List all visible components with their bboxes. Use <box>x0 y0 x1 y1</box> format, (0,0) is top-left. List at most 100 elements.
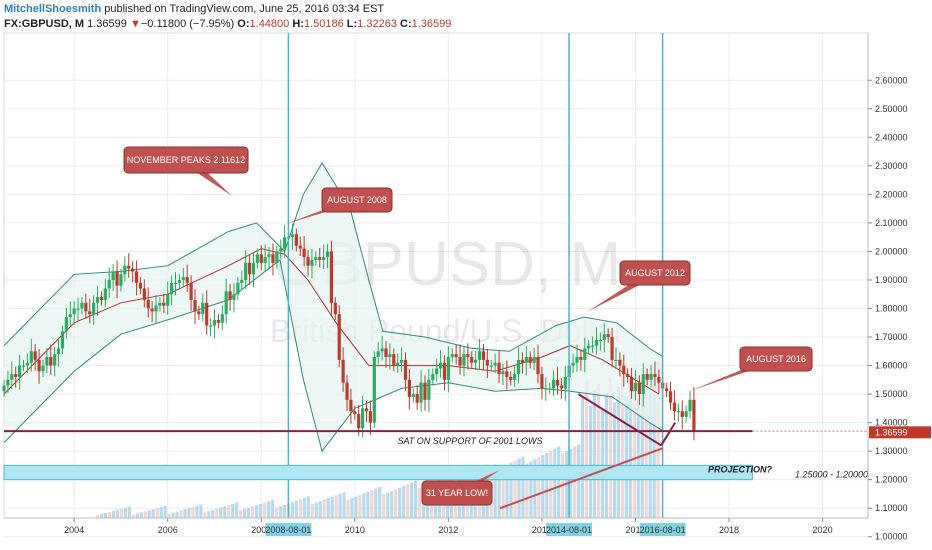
volume-bar <box>382 494 386 518</box>
volume-bar <box>652 376 656 518</box>
candle-body <box>470 357 474 363</box>
candle-body <box>501 371 505 375</box>
candle-body <box>76 308 80 310</box>
candle-body <box>657 376 661 383</box>
candle-body <box>516 359 521 375</box>
volume-bar <box>334 495 338 518</box>
candle-body <box>255 254 259 263</box>
volume-bar <box>616 387 620 518</box>
volume-bar <box>354 496 358 518</box>
volume-bar <box>179 510 183 518</box>
candle-body <box>92 302 96 315</box>
candle-body <box>454 354 458 357</box>
candle-body <box>427 379 431 400</box>
author-link[interactable]: MitchellShoesmith <box>4 3 102 15</box>
callout-pointer-line <box>499 447 663 510</box>
volume-bar <box>123 507 127 518</box>
price-tick-label: 1.60000 <box>875 361 908 371</box>
volume-bar <box>247 507 251 518</box>
time-axis[interactable]: 2004 2006 2008 2010 2012 2014 2016 2018 2020 2008… <box>4 517 868 536</box>
volume-bar <box>266 501 271 518</box>
volume-bar <box>541 455 545 518</box>
volume-bar <box>274 507 279 518</box>
candle-body <box>322 257 326 260</box>
candle-body <box>629 376 634 392</box>
volume-bar <box>537 457 541 518</box>
candlestick-series <box>2 223 696 441</box>
marker-date-label: 2016-08-01 <box>640 525 686 535</box>
volume-bar <box>270 499 275 518</box>
volume-bar <box>584 380 589 518</box>
candle-body <box>251 262 256 275</box>
volume-bar <box>588 405 593 518</box>
candle-body <box>579 357 583 360</box>
volume-bar <box>525 463 529 518</box>
candle-body <box>458 357 462 366</box>
callout-label: NOVEMBER PEAKS 2.11612 <box>127 155 245 165</box>
candle-body <box>622 365 626 375</box>
candle-body <box>399 359 404 363</box>
callout-label: 31 YEAR LOW! <box>426 488 488 498</box>
volume-bar <box>517 458 521 518</box>
candle-body <box>380 348 384 352</box>
candle-body <box>672 402 677 412</box>
callout-box <box>739 346 813 372</box>
candle-body <box>224 291 228 315</box>
volume-bar <box>358 494 362 518</box>
candle-body <box>466 354 470 357</box>
candle-body <box>325 251 330 258</box>
volume-bar <box>103 512 108 518</box>
volume-bar <box>604 393 609 518</box>
volume-bar <box>378 486 382 518</box>
candle-body <box>318 257 322 260</box>
volume-bar <box>262 502 267 518</box>
price-tick-label: 1.10000 <box>875 503 908 513</box>
time-tick-label: 2008 <box>251 525 271 535</box>
time-tick-label: 2012 <box>438 525 458 535</box>
drawing-overlays: SAT ON SUPPORT OF 2001 LOWS PROJECTION? 1.… <box>3 33 868 518</box>
candle-body <box>372 357 376 423</box>
volume-bar <box>350 498 354 518</box>
candle-body <box>138 282 143 289</box>
candle-body <box>228 291 232 300</box>
projection-range-label: 1.25000 - 1.20000 <box>795 470 868 480</box>
volume-bar <box>493 470 497 518</box>
candle-body <box>99 297 104 300</box>
symbol-label[interactable]: FX:GBPUSD, M <box>4 18 85 30</box>
candle-body <box>14 374 18 377</box>
volume-bar <box>330 496 334 518</box>
callout-box <box>421 480 493 506</box>
volume-bar <box>191 506 195 518</box>
time-tick-label: 2006 <box>158 525 178 535</box>
volume-bar <box>147 510 151 518</box>
candle-body <box>626 374 630 377</box>
volume-bar <box>135 513 139 518</box>
volume-bar <box>545 452 549 518</box>
volume-bar <box>251 506 255 518</box>
candle-body <box>563 376 567 389</box>
price-tick-label: 2.60000 <box>875 75 908 85</box>
candle-body <box>602 334 606 340</box>
volume-bar <box>235 502 239 518</box>
candle-body <box>423 382 427 400</box>
candle-body <box>349 399 353 412</box>
volume-bar <box>115 509 120 518</box>
volume-bar <box>290 502 294 518</box>
volume-bar <box>131 514 135 518</box>
candle-body <box>80 302 84 309</box>
candle-body <box>134 271 139 283</box>
price-tick-label: 1.20000 <box>875 475 908 485</box>
candle-body <box>477 351 482 360</box>
callout-label: AUGUST 2012 <box>625 268 685 278</box>
candle-body <box>590 345 595 347</box>
volume-bar <box>298 499 302 518</box>
price-axis[interactable]: 2.60000 2.50000 2.40000 2.30000 2.20000 2.100… <box>867 33 932 542</box>
candle-body <box>84 302 88 312</box>
volume-bar <box>167 513 171 518</box>
current-price-tag <box>869 426 931 439</box>
volume-bar <box>239 510 243 518</box>
candle-body <box>154 305 158 312</box>
candle-body <box>244 262 248 280</box>
volume-bar <box>243 509 247 518</box>
